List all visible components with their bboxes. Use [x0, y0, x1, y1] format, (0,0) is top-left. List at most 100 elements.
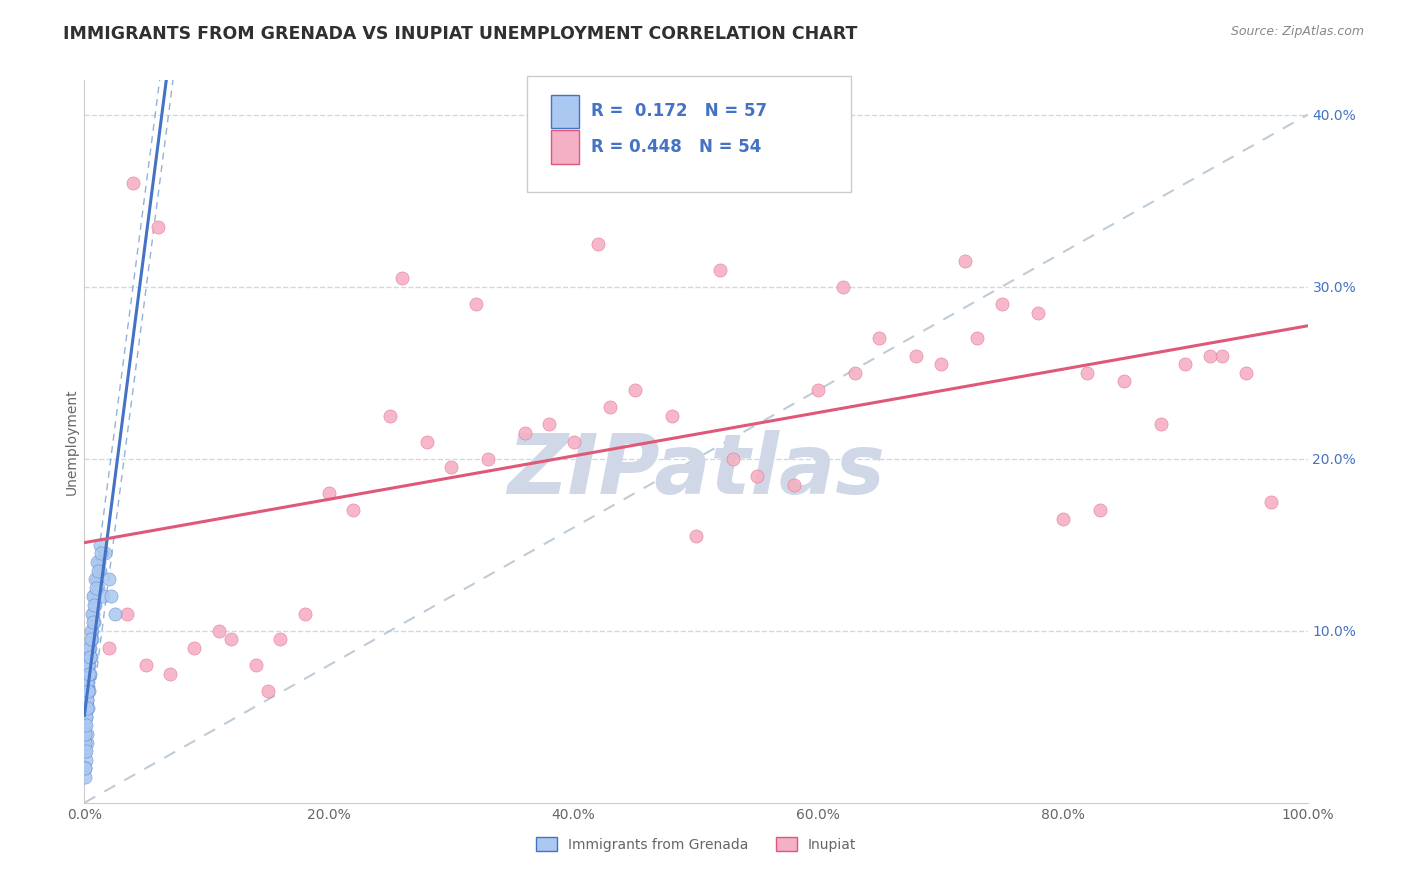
Point: [97, 640, 120, 655]
Point: [599, 400, 621, 414]
Point: [73, 770, 96, 784]
Point: [342, 503, 364, 517]
Point: [1114, 375, 1136, 389]
Point: [83, 590, 105, 604]
Point: [104, 607, 127, 621]
Point: [83, 572, 105, 586]
Point: [75, 710, 97, 724]
Point: [82, 632, 104, 647]
Point: [79, 649, 101, 664]
Point: [97, 572, 120, 586]
Point: [89, 538, 111, 552]
Text: R = 0.448   N = 54: R = 0.448 N = 54: [591, 138, 761, 156]
Text: R =  0.172   N = 57: R = 0.172 N = 57: [591, 103, 766, 120]
Point: [80, 607, 103, 621]
Point: [721, 451, 744, 466]
Point: [75, 718, 97, 732]
Point: [76, 684, 98, 698]
Point: [75, 727, 97, 741]
Point: [1236, 366, 1258, 380]
Point: [73, 744, 96, 758]
Point: [122, 177, 145, 191]
Point: [83, 598, 105, 612]
Point: [869, 331, 891, 345]
Point: [159, 666, 181, 681]
Point: [75, 735, 97, 749]
Point: [83, 615, 105, 630]
Point: [84, 598, 107, 612]
Point: [75, 718, 97, 732]
Point: [80, 632, 103, 647]
Point: [146, 219, 169, 234]
Point: [80, 624, 103, 638]
Point: [929, 357, 952, 371]
Point: [245, 658, 267, 673]
Point: [89, 564, 111, 578]
Point: [100, 590, 122, 604]
Point: [1211, 349, 1233, 363]
Point: [391, 271, 413, 285]
Point: [76, 701, 98, 715]
Point: [991, 297, 1014, 311]
Point: [905, 349, 928, 363]
Point: [1150, 417, 1173, 432]
Point: [73, 761, 96, 775]
Point: [76, 692, 98, 706]
Point: [86, 572, 108, 586]
Point: [747, 469, 769, 483]
Point: [77, 658, 100, 673]
Point: [82, 615, 104, 630]
Text: IMMIGRANTS FROM GRENADA VS INUPIAT UNEMPLOYMENT CORRELATION CHART: IMMIGRANTS FROM GRENADA VS INUPIAT UNEMP…: [63, 25, 858, 43]
Point: [380, 409, 402, 423]
Point: [76, 692, 98, 706]
Point: [135, 658, 157, 673]
Point: [76, 701, 98, 715]
Point: [1088, 503, 1111, 517]
Point: [75, 753, 97, 767]
Point: [1052, 512, 1074, 526]
Point: [80, 649, 103, 664]
Point: [464, 297, 486, 311]
Point: [86, 555, 108, 569]
Point: [513, 425, 536, 440]
Text: ZIPatlas: ZIPatlas: [508, 430, 884, 511]
Point: [1260, 494, 1282, 508]
Point: [75, 710, 97, 724]
Point: [624, 383, 647, 397]
Point: [76, 735, 98, 749]
Point: [966, 331, 988, 345]
Point: [685, 529, 707, 543]
Point: [477, 451, 499, 466]
Point: [709, 262, 731, 277]
Point: [91, 590, 114, 604]
Point: [75, 761, 97, 775]
Point: [79, 640, 101, 655]
Point: [440, 460, 463, 475]
Y-axis label: Unemployment: Unemployment: [65, 388, 79, 495]
Point: [79, 640, 101, 655]
Point: [86, 572, 108, 586]
Text: Source: ZipAtlas.com: Source: ZipAtlas.com: [1230, 25, 1364, 38]
Point: [183, 640, 205, 655]
Point: [75, 744, 97, 758]
Point: [257, 684, 280, 698]
Point: [1174, 357, 1197, 371]
Point: [76, 727, 98, 741]
Point: [1198, 349, 1220, 363]
Point: [807, 383, 830, 397]
Point: [208, 624, 231, 638]
Point: [84, 581, 107, 595]
Point: [82, 590, 104, 604]
Point: [844, 366, 866, 380]
Point: [77, 666, 100, 681]
Point: [94, 546, 117, 560]
Point: [80, 624, 103, 638]
Point: [783, 477, 806, 491]
Point: [294, 607, 316, 621]
Point: [1028, 305, 1050, 319]
Point: [661, 409, 683, 423]
Point: [953, 253, 976, 268]
Point: [77, 658, 100, 673]
Point: [79, 666, 101, 681]
Point: [269, 632, 291, 647]
